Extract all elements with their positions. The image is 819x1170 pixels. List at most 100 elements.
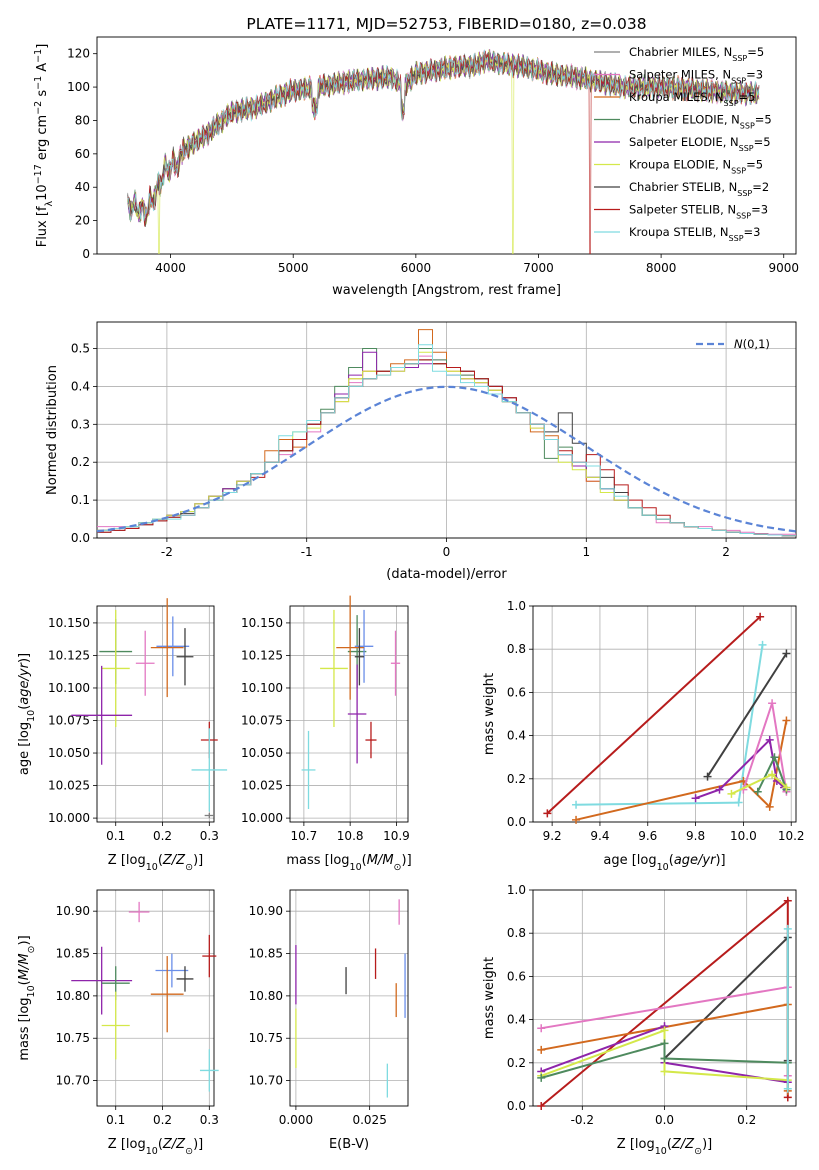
x-axis-label: (data-model)/error [386, 567, 507, 582]
y-tick-label: 0.2 [71, 455, 90, 469]
y-tick-label: 80 [75, 113, 90, 127]
plus-marker [783, 1084, 792, 1093]
legend-entry: Salpeter STELIB, NSSP=3 [629, 203, 768, 221]
y-tick-label: 0.6 [507, 969, 526, 983]
axes-frame [289, 605, 409, 823]
plus-marker [783, 896, 792, 905]
y-tick-label: 0.2 [507, 1056, 526, 1070]
y-tick-label: 10.125 [241, 648, 283, 662]
y-tick-label: 0.1 [71, 493, 90, 507]
y-tick-label: 0.5 [71, 342, 90, 356]
y-tick-label: 10.85 [249, 947, 283, 961]
y-tick-label: 120 [67, 47, 90, 61]
x-axis-label: Z [log10(Z/Z⊙)] [108, 1137, 203, 1157]
x-tick-label: -2 [161, 545, 173, 559]
plus-marker [537, 1045, 546, 1054]
plus-marker [703, 772, 712, 781]
legend-entry: Kroupa STELIB, NSSP=3 [629, 225, 760, 243]
x-axis-label: mass [log10(M/M⊙)] [286, 853, 411, 873]
plus-marker [727, 789, 736, 798]
x-tick-label: 8000 [646, 261, 677, 275]
spectrum-lines [127, 48, 760, 254]
y-tick-label: 20 [75, 214, 90, 228]
mass-weight-line [575, 644, 764, 806]
plus-marker [537, 1024, 546, 1033]
axes-frame [96, 605, 215, 823]
x-tick-label: 5000 [278, 261, 309, 275]
y-tick-label: 10.075 [241, 714, 283, 728]
age-vs-mass-panel: 10.7 10.8 10.9 10.000 10.025 10.050 10.075 10.1… [241, 595, 412, 873]
axes-frame [289, 889, 409, 1107]
plus-marker [768, 699, 777, 708]
x-tick-label: 9.6 [638, 829, 657, 843]
plus-marker [572, 815, 581, 824]
x-tick-label: 9.8 [686, 829, 705, 843]
y-axis-label: age [log10(age/yr)] [17, 653, 37, 775]
axes-frame [96, 889, 215, 1107]
axes-frame [532, 605, 797, 823]
y-tick-label: 10.000 [48, 811, 90, 825]
y-tick-label: 10.000 [241, 811, 283, 825]
y-tick-label: 0.6 [507, 685, 526, 699]
y-axis-label: Normed distribution [45, 365, 60, 495]
x-axis-label: Z [log10(Z/Z⊙)] [108, 853, 203, 873]
legend-entry: Chabrier ELODIE, NSSP=5 [629, 113, 772, 131]
y-tick-label: 0.2 [507, 772, 526, 786]
axes-frame [96, 36, 797, 255]
mass-weight-vs-metallicity-panel: -0.2 0.0 0.2 0.0 0.2 0.4 0.6 0.8 1.0 Z [log10(Z/Z… [482, 883, 797, 1157]
x-tick-label: -0.2 [571, 1113, 594, 1127]
mass-vs-ebv-panel: 0.000 0.025 10.70 10.75 10.80 10.85 10.90 E(B-V… [249, 889, 409, 1152]
y-axis-label: Flux [fλ10−17 erg cm−2 s−1 A−1] [33, 44, 55, 248]
x-tick-label: 6000 [401, 261, 432, 275]
x-tick-label: -1 [301, 545, 313, 559]
plus-marker [782, 783, 791, 792]
y-tick-label: 10.050 [48, 746, 90, 760]
y-tick-label: 10.150 [48, 616, 90, 630]
y-tick-label: 10.85 [56, 947, 90, 961]
x-axis-label: wavelength [Angstrom, rest frame] [332, 283, 561, 298]
y-tick-label: 10.100 [241, 681, 283, 695]
y-tick-label: 40 [75, 180, 90, 194]
plus-marker [537, 1102, 546, 1110]
x-tick-label: 10.7 [291, 829, 318, 843]
mass-weight-line [546, 616, 761, 815]
plus-marker [765, 802, 774, 811]
y-tick-label: 10.025 [241, 779, 283, 793]
y-tick-label: 0.3 [71, 417, 90, 431]
x-axis-label: age [log10(age/yr)] [603, 853, 725, 873]
spectrum-line [127, 49, 760, 254]
y-tick-label: 10.70 [56, 1074, 90, 1088]
x-axis-label: E(B-V) [329, 1137, 369, 1152]
y-tick-label: 10.90 [249, 904, 283, 918]
normal-curve [96, 385, 797, 533]
y-tick-label: 10.025 [48, 779, 90, 793]
plus-marker [782, 716, 791, 725]
spectrum-line [127, 49, 760, 222]
plus-marker [715, 785, 724, 794]
x-tick-label: 10.8 [337, 829, 364, 843]
plus-marker [660, 1026, 669, 1035]
y-tick-label: 10.050 [241, 746, 283, 760]
x-tick-label: 0.3 [200, 829, 219, 843]
y-axis-label: mass weight [482, 957, 497, 1039]
legend-entry: Kroupa MILES, NSSP=5 [629, 90, 755, 108]
x-tick-label: 9.2 [543, 829, 562, 843]
x-tick-label: 7000 [523, 261, 554, 275]
plus-marker [660, 1039, 669, 1048]
plus-marker [770, 753, 779, 762]
x-tick-label: 10.9 [383, 829, 410, 843]
y-tick-label: 0.0 [507, 815, 526, 829]
y-tick-label: 10.100 [48, 681, 90, 695]
mass-weight-line [575, 720, 788, 821]
plus-marker [753, 787, 762, 796]
y-tick-label: 10.90 [56, 904, 90, 918]
chart-title: PLATE=1171, MJD=52753, FIBERID=0180, z=0… [246, 15, 646, 33]
x-tick-label: 10.2 [778, 829, 805, 843]
x-tick-label: 0.025 [352, 1113, 386, 1127]
y-tick-label: 100 [67, 80, 90, 94]
y-tick-label: 1.0 [507, 883, 526, 897]
x-tick-label: 0 [443, 545, 451, 559]
y-tick-label: 0.8 [507, 926, 526, 940]
y-tick-label: 0.0 [71, 531, 90, 545]
plus-marker [660, 1067, 669, 1076]
